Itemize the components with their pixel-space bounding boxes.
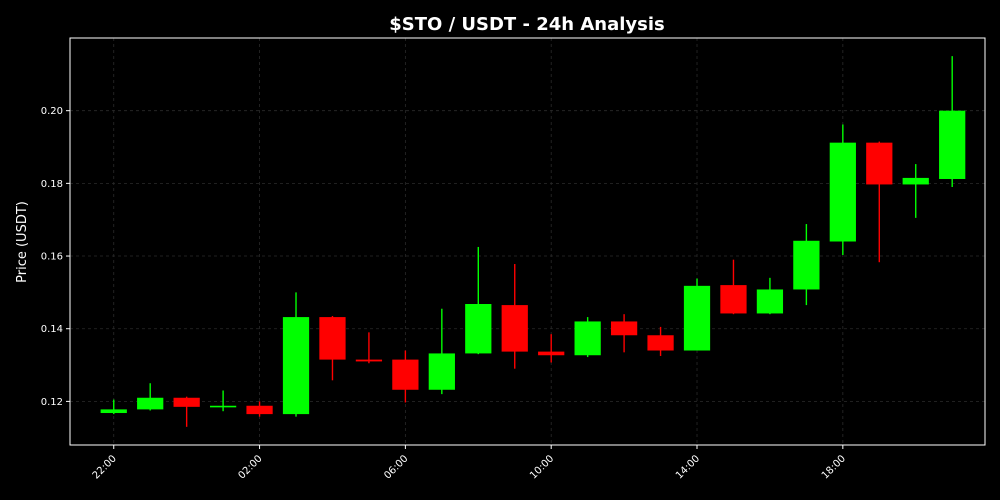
candle-body bbox=[538, 351, 565, 356]
y-tick-label: 0.18 bbox=[41, 179, 63, 190]
candle-down bbox=[720, 259, 747, 315]
candle-up bbox=[428, 308, 455, 395]
chart-title: $STO / USDT - 24h Analysis bbox=[389, 14, 665, 35]
candle-up bbox=[793, 224, 820, 306]
candle-up bbox=[100, 399, 127, 415]
candle-up bbox=[209, 390, 237, 412]
candle-down bbox=[319, 315, 346, 381]
candle-down bbox=[392, 350, 419, 403]
candle-body bbox=[465, 304, 492, 354]
candle-body bbox=[939, 110, 966, 179]
y-axis: 0.12 0.14 0.16 0.18 0.20 bbox=[41, 106, 70, 408]
candle-body bbox=[866, 142, 893, 185]
candle-body bbox=[392, 359, 419, 390]
candle-down bbox=[173, 396, 200, 427]
candle-body bbox=[355, 359, 383, 362]
candle-body bbox=[137, 397, 164, 410]
candle-body bbox=[902, 177, 929, 185]
candle-down bbox=[538, 334, 565, 363]
candle-body bbox=[428, 353, 455, 390]
y-tick-label: 0.16 bbox=[41, 252, 63, 263]
candle-body bbox=[100, 409, 127, 414]
candle-body bbox=[683, 285, 711, 351]
candles bbox=[100, 56, 966, 427]
candle-down bbox=[501, 264, 528, 369]
candle-down bbox=[355, 332, 383, 364]
candle-up bbox=[282, 292, 310, 417]
y-tick-label: 0.20 bbox=[41, 106, 63, 117]
candle-body bbox=[829, 142, 856, 242]
candle-body bbox=[282, 317, 310, 415]
candle-up bbox=[939, 56, 966, 187]
candle-body bbox=[209, 405, 237, 408]
candle-down bbox=[647, 326, 674, 356]
candle-up bbox=[683, 278, 711, 351]
candle-up bbox=[829, 124, 856, 255]
y-tick-label: 0.12 bbox=[41, 397, 63, 408]
candle-up bbox=[137, 383, 164, 411]
candle-body bbox=[793, 240, 820, 290]
candle-body bbox=[610, 321, 638, 336]
y-axis-label: Price (USDT) bbox=[15, 201, 30, 283]
y-tick-label: 0.14 bbox=[41, 324, 63, 335]
candle-up bbox=[756, 277, 784, 315]
candle-body bbox=[173, 397, 200, 407]
candle-up bbox=[465, 246, 492, 355]
candle-body bbox=[720, 285, 747, 314]
candle-body bbox=[246, 405, 273, 415]
candle-down bbox=[246, 401, 273, 417]
candle-body bbox=[319, 317, 346, 360]
candle-body bbox=[647, 335, 674, 351]
candle-up bbox=[574, 317, 601, 358]
candle-up bbox=[902, 164, 929, 218]
candle-down bbox=[866, 141, 893, 263]
candle-body bbox=[501, 305, 528, 352]
candle-body bbox=[756, 289, 784, 314]
candle-down bbox=[610, 314, 638, 353]
plot-frame bbox=[69, 37, 986, 446]
candle-body bbox=[574, 321, 601, 356]
